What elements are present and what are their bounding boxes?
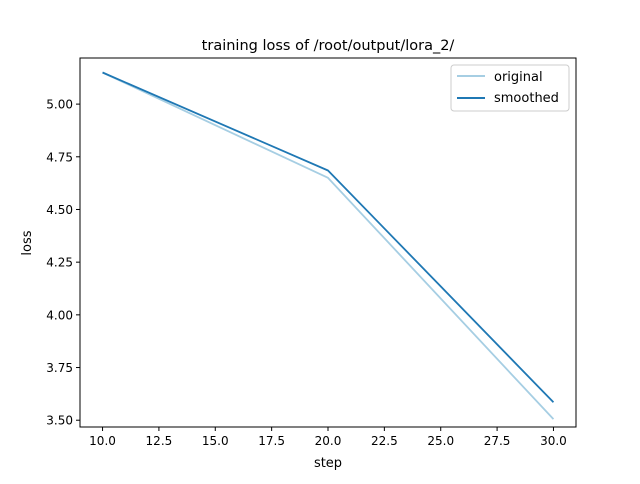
- chart-title: training loss of /root/output/lora_2/: [202, 38, 455, 54]
- x-axis-label: step: [314, 456, 342, 471]
- y-tick-label: 5.00: [46, 98, 73, 112]
- y-axis-label: loss: [20, 230, 35, 255]
- legend: original smoothed: [450, 64, 570, 112]
- x-tick-label: 30.0: [540, 434, 567, 448]
- plot-lines: [102, 71, 555, 420]
- x-tick-label: 22.5: [371, 434, 398, 448]
- x-tick-label: 27.5: [484, 434, 511, 448]
- x-axis: 10.0 12.5 15.0 17.5 20.0 22.5 25.0 27.5 30.0: [89, 427, 567, 448]
- y-tick-label: 4.50: [46, 203, 73, 217]
- x-tick-label: 12.5: [146, 434, 173, 448]
- y-tick-label: 4.00: [46, 308, 73, 322]
- y-tick-label: 3.50: [46, 414, 73, 428]
- legend-label-original: original: [494, 70, 543, 85]
- series-line-smoothed: [102, 71, 555, 403]
- y-tick-label: 4.25: [46, 256, 73, 270]
- plot-frame: [79, 57, 577, 428]
- y-tick-label: 4.75: [46, 150, 73, 164]
- x-tick-label: 20.0: [315, 434, 342, 448]
- legend-label-smoothed: smoothed: [494, 91, 559, 106]
- x-tick-label: 17.5: [258, 434, 285, 448]
- x-tick-label: 25.0: [427, 434, 454, 448]
- series-line-original: [102, 71, 555, 420]
- y-axis: 3.50 3.75 4.00 4.25 4.50 4.75 5.00: [46, 98, 80, 428]
- x-tick-label: 15.0: [202, 434, 229, 448]
- y-tick-label: 3.75: [46, 361, 73, 375]
- x-tick-label: 10.0: [89, 434, 116, 448]
